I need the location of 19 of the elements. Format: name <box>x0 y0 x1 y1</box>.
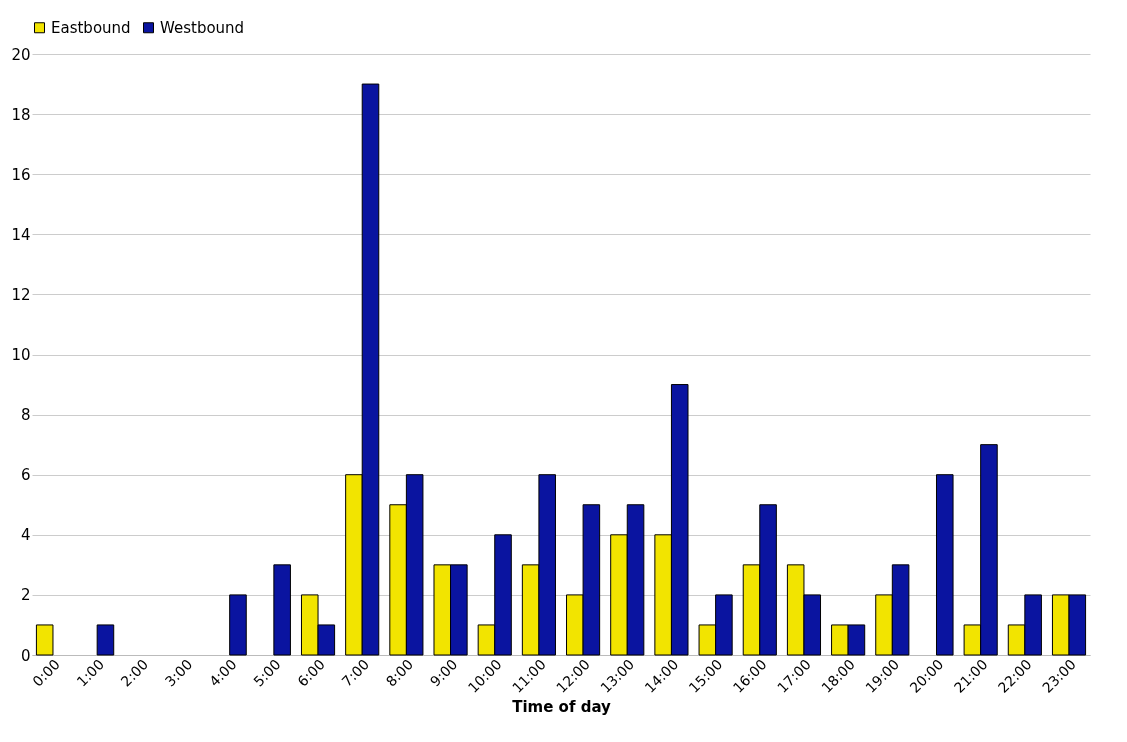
x-axis-title: Time of day <box>512 697 612 716</box>
y-tick-label: 0 <box>20 646 31 665</box>
y-tick-label: 20 <box>11 45 31 64</box>
y-tick-label: 4 <box>20 526 31 545</box>
y-tick-label: 10 <box>11 346 31 364</box>
y-tick-label: 12 <box>11 285 31 304</box>
y-tick-label: 16 <box>11 165 31 184</box>
y-tick-label: 18 <box>11 105 31 124</box>
bar <box>935 474 954 656</box>
bar <box>273 564 291 656</box>
bar <box>96 624 115 656</box>
y-tick-label: 8 <box>20 406 31 425</box>
bar <box>35 624 54 656</box>
legend-label: Westbound <box>160 18 245 37</box>
bar <box>229 594 247 656</box>
y-tick-label: 14 <box>11 225 31 244</box>
y-tick-label: 2 <box>20 586 31 605</box>
y-tick-label: 6 <box>20 466 31 485</box>
legend-label: Eastbound <box>51 18 131 37</box>
